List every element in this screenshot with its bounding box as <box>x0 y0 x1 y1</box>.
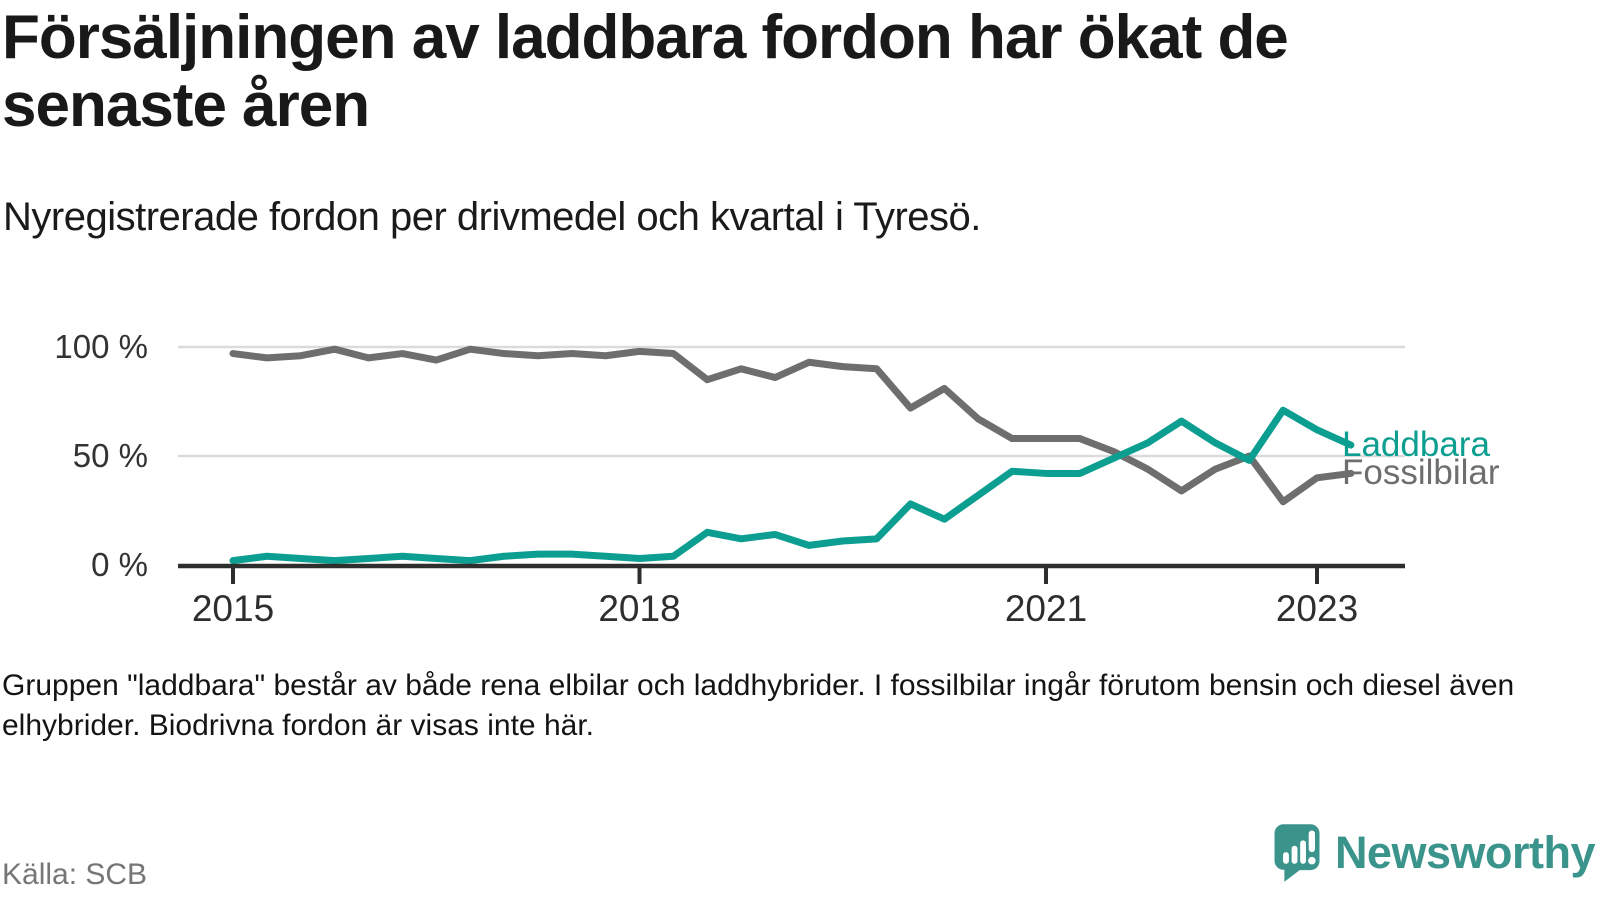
chart-subtitle: Nyregistrerade fordon per drivmedel och … <box>3 195 981 239</box>
y-tick-label: 100 % <box>54 328 148 365</box>
chart-title: Försäljningen av laddbara fordon har öka… <box>2 3 1289 140</box>
x-tick-label: 2018 <box>598 588 681 629</box>
source-note: Källa: SCB <box>2 858 148 891</box>
legend-label-laddbara: Laddbara <box>1342 425 1490 465</box>
series-line-fossilbilar <box>229 345 1355 506</box>
y-tick-label: 50 % <box>72 437 148 474</box>
newsworthy-wordmark: Newsworthy <box>1334 827 1596 878</box>
series-line-laddbara <box>229 406 1355 565</box>
plot-area <box>178 345 1405 584</box>
x-tick-label: 2015 <box>191 588 275 629</box>
newsworthy-logo: Newsworthy <box>1270 822 1596 884</box>
x-tick-label: 2023 <box>1275 588 1359 629</box>
chart-footnote: Gruppen "laddbara" består av både rena e… <box>2 669 1515 742</box>
newsworthy-chart-bubble-icon <box>1274 824 1320 882</box>
x-tick-label: 2021 <box>1004 588 1088 629</box>
y-tick-label: 0 % <box>91 546 148 583</box>
legend-label-fossilbilar: Fossilbilar <box>1342 453 1500 493</box>
